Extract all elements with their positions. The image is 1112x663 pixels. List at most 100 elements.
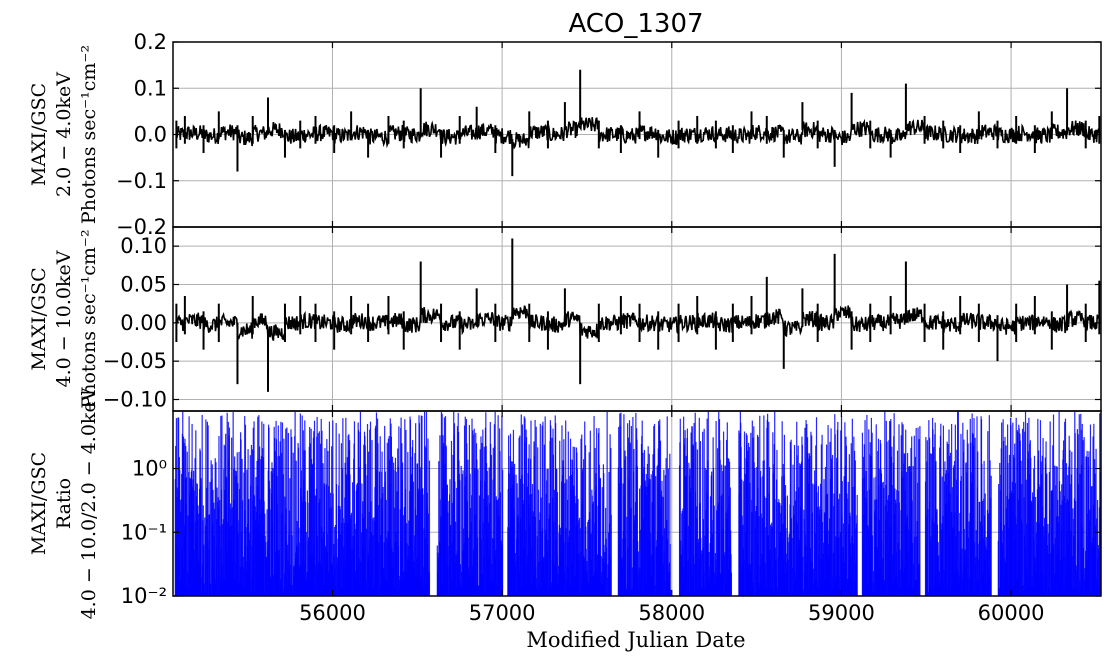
ratio-bar: [627, 423, 629, 596]
ratio-bar: [494, 411, 496, 596]
ratio-bar: [835, 536, 837, 596]
ratio-bar: [605, 538, 607, 596]
ratio-bar: [1001, 422, 1003, 596]
ratio-bar: [719, 459, 721, 596]
ratio-bar: [365, 528, 367, 596]
ratio-bar: [219, 525, 221, 596]
ratio-bar: [701, 550, 703, 596]
ratio-bar: [655, 476, 657, 596]
ratio-bar: [838, 537, 840, 596]
ratio-bar: [320, 418, 322, 596]
ratio-bar: [534, 516, 537, 596]
ratio-bar: [408, 520, 410, 596]
ratio-bar: [596, 428, 598, 596]
ratio-bar: [498, 515, 500, 596]
ratio-bar: [460, 465, 462, 596]
ratio-bar: [765, 497, 767, 596]
ratio-bar: [282, 474, 284, 596]
ratio-bar: [1071, 451, 1073, 596]
ratio-bar: [412, 481, 415, 596]
ratio-bar: [664, 528, 666, 596]
ratio-bar: [226, 412, 228, 596]
ratio-bar: [927, 509, 929, 596]
ratio-bar: [1012, 422, 1014, 596]
ratio-bar: [339, 509, 341, 596]
x-tick-label: 56000: [299, 601, 366, 625]
ratio-bar: [929, 437, 931, 596]
ratio-bar: [682, 508, 684, 596]
ratio-bar: [372, 535, 374, 596]
ratio-bar: [979, 521, 981, 596]
ratio-bar: [563, 542, 565, 596]
ratio-bar: [528, 444, 530, 596]
ratio-bar: [508, 473, 510, 596]
ratio-bar: [577, 498, 579, 596]
ratio-bar: [1062, 440, 1065, 596]
ratio-bar: [852, 486, 854, 596]
ratio-bar: [750, 499, 752, 596]
ratio-bar: [295, 460, 297, 596]
ratio-bar: [482, 429, 484, 596]
ratio-bar: [547, 469, 549, 596]
ratio-bar: [929, 453, 931, 596]
ratio-bar: [940, 423, 942, 596]
ratio-bar: [933, 447, 935, 596]
ratio-bar: [175, 446, 177, 596]
ratio-bar: [1047, 554, 1049, 596]
ratio-bar: [520, 414, 522, 596]
chart-title: ACO_1307: [568, 9, 703, 39]
ratio-bar: [840, 430, 842, 596]
ratio-bar: [946, 441, 948, 596]
y-tick-label: 0.2: [134, 30, 167, 54]
ratio-bar: [253, 495, 256, 596]
ratio-bar: [1004, 436, 1006, 596]
x-tick-label: 60000: [978, 601, 1045, 625]
ratio-bar: [654, 585, 656, 596]
ratio-bar: [814, 470, 816, 596]
ratio-bar: [398, 575, 400, 596]
ratio-bar: [893, 413, 895, 596]
ratio-bar: [535, 426, 537, 596]
ratio-bar: [306, 490, 309, 596]
ratio-bar: [424, 445, 426, 596]
ratio-bar: [310, 458, 313, 596]
ratio-bar: [862, 478, 864, 596]
ratio-bar: [228, 427, 231, 596]
ratio-bar: [342, 418, 344, 596]
ratio-bar: [802, 589, 804, 596]
ratio-bar: [241, 500, 244, 596]
ratio-bar: [1071, 555, 1073, 596]
ratio-bar: [274, 450, 276, 596]
ratio-bar: [563, 439, 565, 596]
ratio-bar: [316, 416, 318, 596]
ratio-bar: [491, 563, 493, 596]
ratio-bar: [625, 456, 627, 596]
ratio-bar: [853, 450, 856, 596]
ratio-bar: [606, 577, 609, 596]
ratio-bar: [332, 493, 334, 596]
y-tick-label: −0.1: [116, 169, 167, 193]
ratio-bar: [426, 492, 428, 596]
y-tick-label: 10⁻¹: [121, 520, 167, 544]
ratio-bar: [930, 453, 933, 596]
ratio-bar: [341, 522, 343, 596]
ratio-bar: [679, 418, 681, 596]
ratio-bar: [358, 558, 360, 596]
ratio-bar: [580, 438, 582, 596]
ratio-bar: [1033, 455, 1036, 596]
ratio-bar: [891, 485, 893, 596]
ratio-bar: [821, 434, 823, 596]
ratio-bar: [667, 468, 669, 596]
ratio-bar: [831, 454, 834, 596]
ratio-bar: [291, 535, 293, 596]
ratio-bar: [966, 429, 968, 596]
y-axis-label-line: 2.0 − 4.0keV: [53, 72, 75, 197]
ratio-bar: [728, 461, 731, 596]
ratio-bar: [385, 537, 388, 596]
y-axis-label-line: MAXI/GSC: [28, 83, 50, 186]
ratio-bar: [706, 418, 708, 596]
ratio-bar: [312, 465, 314, 596]
ratio-bar: [787, 559, 789, 596]
ratio-bar: [200, 478, 202, 596]
